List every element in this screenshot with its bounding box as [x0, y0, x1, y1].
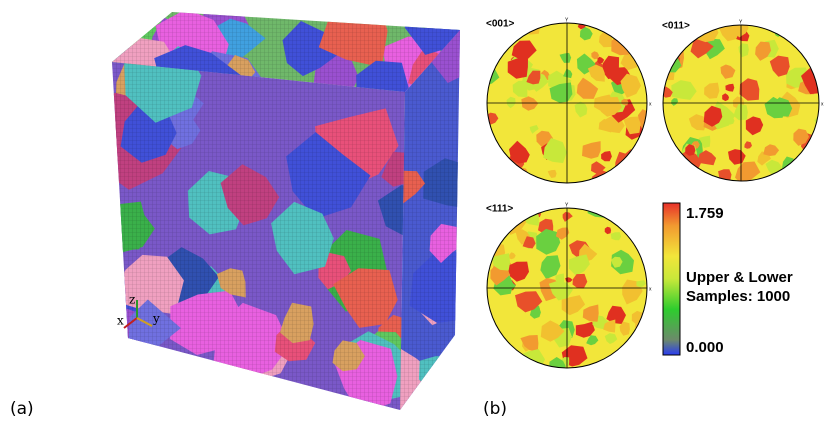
pole-figure-title: <111>	[486, 204, 513, 215]
contour	[511, 172, 524, 186]
contour	[629, 354, 646, 366]
contour	[633, 33, 643, 41]
contour	[677, 36, 684, 43]
colorbar-min: 0.000	[686, 339, 724, 356]
colorbar-max: 1.759	[686, 205, 724, 222]
axis-label: x	[117, 314, 124, 328]
colorbar-caption: Samples: 1000	[686, 288, 790, 305]
pole-figures: <001> x Y <011> x Y <111> x Y	[480, 13, 824, 374]
panel-label: (b)	[483, 399, 507, 419]
grain	[405, 0, 441, 28]
contour	[665, 169, 687, 189]
contour	[483, 331, 501, 347]
pole-axis-label: Y	[739, 19, 743, 25]
grain-cube	[87, 0, 494, 427]
contour	[660, 35, 678, 58]
contour	[793, 30, 800, 40]
colorbar-caption: Upper & Lower	[686, 269, 793, 286]
contour	[676, 172, 697, 191]
pole-axis-label: Y	[565, 17, 569, 23]
contour	[520, 13, 540, 35]
pole-axis-label: x	[821, 101, 824, 107]
contour	[611, 33, 636, 55]
contour	[496, 158, 509, 173]
axis-label: z	[129, 293, 135, 307]
contour	[499, 39, 506, 46]
grain	[104, 360, 179, 427]
panel-label: (a)	[10, 399, 34, 419]
contour	[772, 175, 781, 184]
contour	[633, 44, 644, 54]
pole-axis-label: x	[649, 101, 652, 107]
pole-axis-label: Y	[565, 202, 569, 208]
contour	[660, 142, 668, 151]
axis-label: y	[152, 312, 160, 326]
contour	[487, 56, 497, 66]
figure: z x y (a) (b) <001> x Y <011> x Y <111> x Y 1.75…	[0, 0, 825, 427]
pole-figure-title: <001>	[486, 19, 515, 30]
contour	[621, 22, 629, 28]
contour	[790, 17, 804, 33]
pole-figure-title: <011>	[662, 21, 690, 32]
contour	[629, 168, 652, 189]
voxel-grid	[112, 62, 405, 410]
contour	[804, 153, 821, 170]
contour	[631, 343, 649, 359]
contour	[504, 173, 517, 186]
contour	[619, 209, 635, 226]
pole-axis-label: x	[649, 286, 652, 292]
contour	[482, 330, 503, 354]
contour	[480, 344, 499, 368]
contour	[619, 163, 633, 177]
contour	[500, 220, 514, 231]
colorbar	[663, 203, 680, 355]
